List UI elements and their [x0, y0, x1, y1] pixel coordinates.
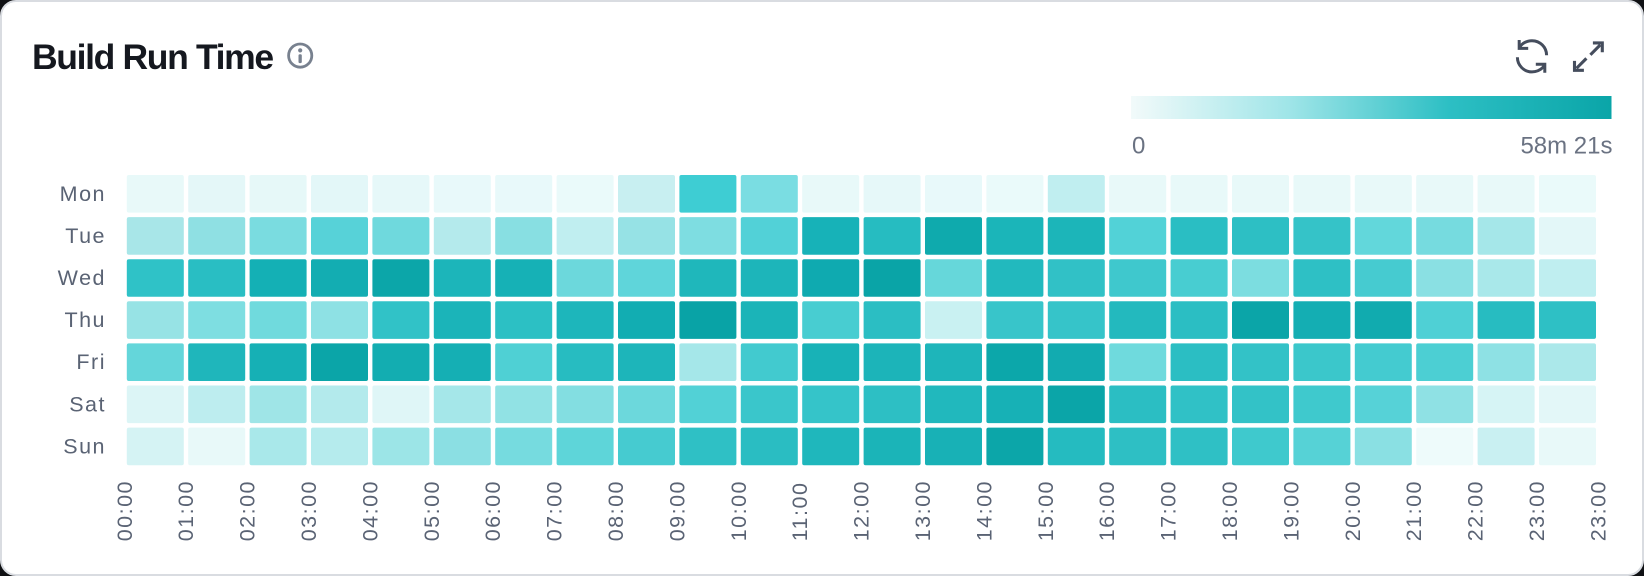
svg-text:18:00: 18:00: [1218, 480, 1242, 541]
svg-text:Mon: Mon: [60, 182, 106, 206]
svg-text:23:00: 23:00: [1586, 480, 1610, 541]
svg-text:17:00: 17:00: [1157, 480, 1181, 541]
svg-text:Wed: Wed: [58, 266, 106, 290]
svg-text:03:00: 03:00: [297, 480, 321, 541]
svg-text:Tue: Tue: [65, 224, 106, 248]
svg-text:00:00: 00:00: [113, 480, 137, 541]
svg-text:11:00: 11:00: [788, 482, 812, 542]
svg-text:13:00: 13:00: [911, 480, 935, 541]
svg-text:08:00: 08:00: [604, 480, 628, 541]
svg-text:15:00: 15:00: [1034, 480, 1058, 541]
svg-text:22:00: 22:00: [1464, 480, 1488, 541]
svg-text:04:00: 04:00: [358, 480, 382, 541]
svg-text:19:00: 19:00: [1279, 480, 1303, 541]
svg-text:Fri: Fri: [76, 350, 106, 374]
svg-text:58m 21s: 58m 21s: [1520, 133, 1612, 160]
svg-text:0: 0: [1132, 133, 1145, 160]
svg-text:12:00: 12:00: [850, 480, 874, 541]
svg-text:05:00: 05:00: [420, 480, 444, 541]
svg-text:01:00: 01:00: [174, 480, 198, 541]
svg-text:Sun: Sun: [63, 434, 106, 458]
svg-text:06:00: 06:00: [481, 480, 505, 541]
svg-text:Sat: Sat: [69, 392, 106, 416]
svg-text:10:00: 10:00: [727, 480, 751, 541]
svg-text:02:00: 02:00: [236, 480, 260, 541]
svg-text:21:00: 21:00: [1402, 480, 1426, 541]
svg-text:20:00: 20:00: [1341, 480, 1365, 541]
svg-text:16:00: 16:00: [1095, 480, 1119, 541]
svg-text:23:00: 23:00: [1525, 480, 1549, 541]
svg-text:07:00: 07:00: [543, 480, 567, 541]
svg-text:14:00: 14:00: [972, 480, 996, 541]
svg-text:Thu: Thu: [64, 308, 106, 332]
svg-text:09:00: 09:00: [665, 480, 689, 541]
